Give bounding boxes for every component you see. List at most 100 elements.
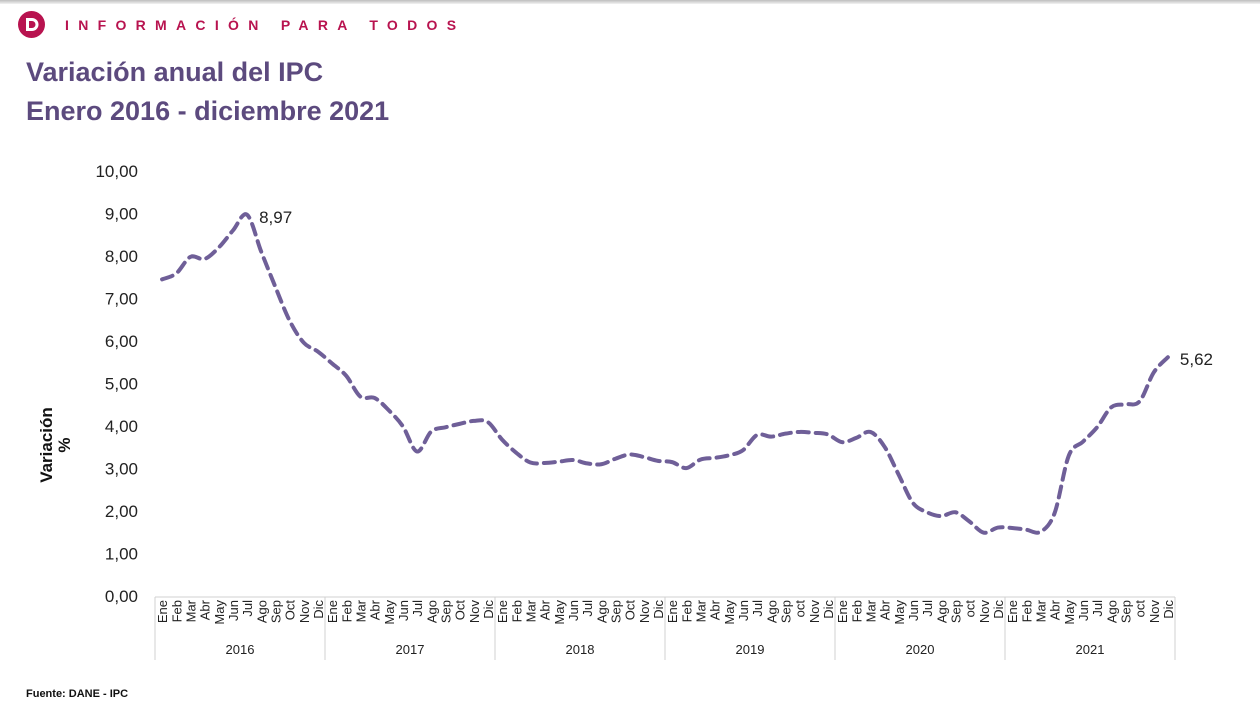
y-label-line2: % [55,437,74,452]
x-year-label: 2021 [1076,642,1105,657]
y-tick-label: 1,00 [105,545,138,564]
y-axis: 0,00 1,00 2,00 3,00 4,00 5,00 6,00 7,00 8,00 9,00… [95,162,138,606]
x-month-label: Abr [368,599,383,620]
x-month-label: Jun [566,600,581,621]
x-month-label: Ene [495,600,510,623]
x-month-label: Nov [807,600,822,624]
x-month-label: Ago [934,600,949,623]
x-month-label: May [212,600,227,625]
chart-title-line1: Variación anual del IPC [26,57,324,87]
x-month-label: Sep [438,600,453,623]
x-month-label: Oct [283,600,298,621]
x-month-label: Ene [1005,600,1020,623]
x-month-label: Dic [481,600,496,619]
chart-title-line2: Enero 2016 - diciembre 2021 [26,96,390,126]
x-axis: Ene Feb Mar Abr May Jun Jul Ago Sep Oct Nov Dic2016… [154,596,1176,660]
x-month-label: May [722,600,737,625]
data-point-label: 5,62 [1180,350,1213,369]
x-month-label: Abr [708,599,723,620]
x-month-label: Abr [1048,599,1063,620]
y-tick-label: 6,00 [105,332,138,351]
x-month-label: Nov [1147,600,1162,624]
x-month-label: Jun [226,600,241,621]
x-month-label: Feb [1019,600,1034,622]
x-month-label: Ene [665,600,680,623]
x-year-label: 2017 [396,642,425,657]
x-month-label: Jun [906,600,921,621]
y-tick-label: 2,00 [105,502,138,521]
y-tick-label: 0,00 [105,587,138,606]
x-month-label: May [552,600,567,625]
brand-header: INFORMACIÓN PARA TODOS [18,11,465,38]
data-labels: 8,97 5,62 [259,208,1213,369]
x-month-label: Feb [509,600,524,622]
x-month-label: Jul [920,600,935,617]
y-tick-label: 10,00 [95,162,138,181]
x-month-label: Sep [608,600,623,623]
plot-area [160,212,1170,535]
data-point-label: 8,97 [259,208,292,227]
chart-title: Variación anual del IPC Enero 2016 - dic… [26,53,389,131]
x-month-label: Jul [580,600,595,617]
x-month-label: May [382,600,397,625]
x-month-label: Feb [339,600,354,622]
x-month-label: Ene [325,600,340,623]
x-month-label: May [1062,600,1077,625]
x-month-label: Abr [538,599,553,620]
x-month-label: oct [1133,600,1148,618]
x-month-label: Jul [750,600,765,617]
x-month-label: Mar [1033,599,1048,622]
x-month-label: Ago [1104,600,1119,623]
x-month-label: Jun [736,600,751,621]
x-month-label: Feb [849,600,864,622]
x-year-label: 2020 [906,642,935,657]
x-month-label: Abr [878,599,893,620]
x-month-label: Abr [198,599,213,620]
tagline: INFORMACIÓN PARA TODOS [65,16,466,33]
x-month-label: Nov [467,600,482,624]
x-month-label: Mar [863,599,878,622]
x-year-label: 2019 [736,642,765,657]
x-month-label: Oct [623,600,638,621]
x-month-label: Jul [410,600,425,617]
x-month-label: May [892,600,907,625]
source-note: Fuente: DANE - IPC [26,688,129,700]
y-tick-label: 7,00 [105,290,138,309]
x-month-label: Ene [835,600,850,623]
x-month-label: Dic [1161,600,1176,619]
y-tick-label: 9,00 [105,205,138,224]
x-month-label: Jul [1090,600,1105,617]
x-month-label: Nov [297,600,312,624]
ipc-line [160,212,1170,535]
x-month-label: Mar [693,599,708,622]
dane-logo-icon [18,11,45,38]
x-month-label: oct [793,600,808,618]
x-month-label: Ago [594,600,609,623]
x-month-label: Ene [155,600,170,623]
x-month-label: Mar [523,599,538,622]
x-month-label: Oct [453,600,468,621]
x-month-label: Jun [396,600,411,621]
x-month-label: Dic [821,600,836,619]
y-axis-label: Variación% [37,407,74,483]
x-month-label: Feb [169,600,184,622]
y-label-line1: Variación [37,407,56,483]
y-tick-label: 5,00 [105,375,138,394]
x-month-label: Nov [637,600,652,624]
x-month-label: Jun [1076,600,1091,621]
x-month-label: Feb [679,600,694,622]
x-month-label: Ago [424,600,439,623]
x-month-label: Dic [991,600,1006,619]
x-month-label: Dic [311,600,326,619]
x-year-label: 2018 [566,642,595,657]
x-month-label: Mar [353,599,368,622]
y-tick-label: 4,00 [105,417,138,436]
x-month-label: Jul [240,600,255,617]
x-month-label: Ago [254,600,269,623]
y-tick-label: 3,00 [105,460,138,479]
x-month-label: Sep [948,600,963,623]
x-month-label: Sep [778,600,793,623]
x-month-label: oct [963,600,978,618]
x-month-label: Mar [183,599,198,622]
